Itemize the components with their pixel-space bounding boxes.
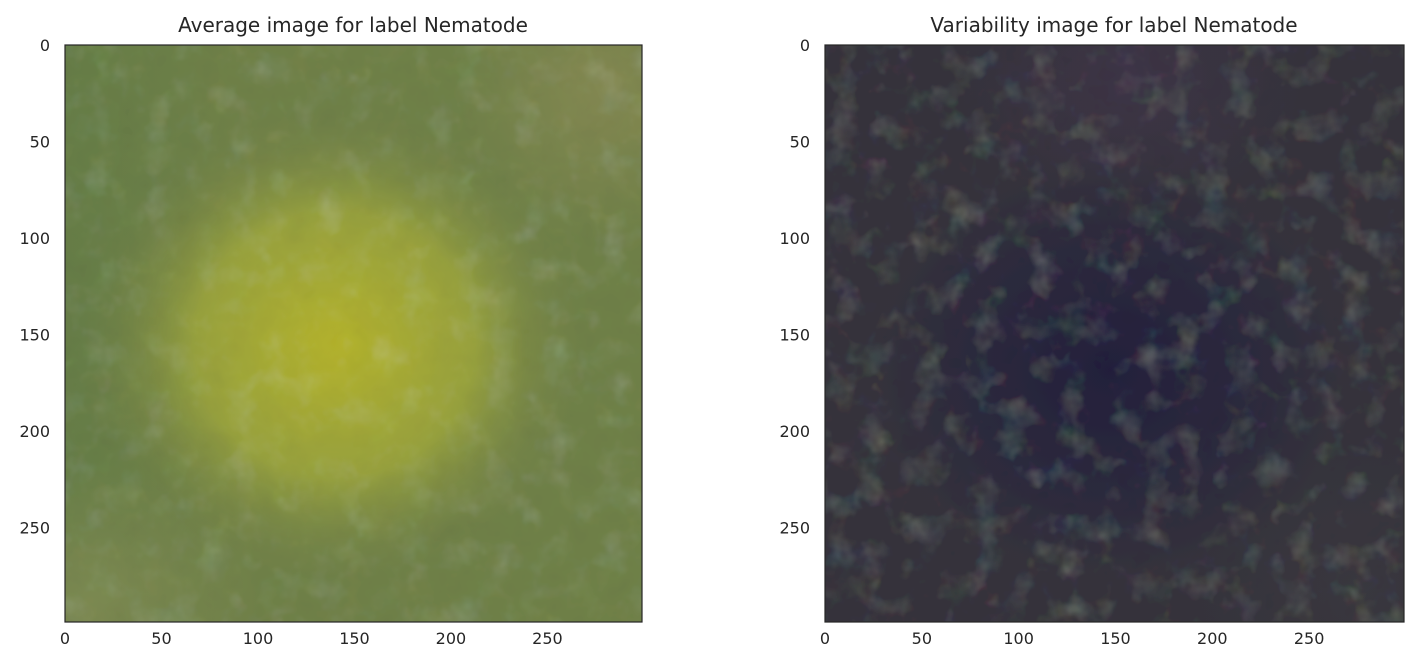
chart-title: Average image for label Nematode <box>178 13 528 37</box>
y-tick-label: 250 <box>19 518 50 537</box>
y-tick-label: 0 <box>800 36 810 55</box>
average-image <box>65 45 642 622</box>
y-tick-label: 250 <box>779 518 810 537</box>
x-tick-label: 0 <box>820 629 830 648</box>
x-tick-label: 250 <box>532 629 563 648</box>
average-image-panel: Average image for label Nematode 0 50 100 1… <box>19 13 643 648</box>
y-ticks: 0 50 100 150 200 250 <box>19 36 50 537</box>
y-tick-label: 50 <box>30 132 50 151</box>
y-tick-label: 100 <box>19 229 50 248</box>
x-tick-label: 100 <box>243 629 274 648</box>
x-tick-label: 100 <box>1003 629 1034 648</box>
axes-frame <box>824 44 1405 623</box>
y-tick-label: 0 <box>40 36 50 55</box>
variability-image-panel: Variability image for label Nematode 0 50… <box>779 13 1405 648</box>
axes-frame <box>64 44 643 623</box>
y-tick-label: 100 <box>779 229 810 248</box>
y-ticks: 0 50 100 150 200 250 <box>779 36 810 537</box>
y-tick-label: 200 <box>19 422 50 441</box>
x-tick-label: 50 <box>912 629 932 648</box>
x-tick-label: 200 <box>1197 629 1228 648</box>
y-tick-label: 150 <box>779 325 810 344</box>
variability-image <box>825 45 1404 622</box>
x-ticks: 0 50 100 150 200 250 <box>820 629 1324 648</box>
x-tick-label: 50 <box>151 629 171 648</box>
x-ticks: 0 50 100 150 200 250 <box>60 629 563 648</box>
x-tick-label: 150 <box>339 629 370 648</box>
y-tick-label: 150 <box>19 325 50 344</box>
x-tick-label: 150 <box>1100 629 1131 648</box>
x-tick-label: 250 <box>1294 629 1325 648</box>
x-tick-label: 200 <box>436 629 467 648</box>
y-tick-label: 200 <box>779 422 810 441</box>
y-tick-label: 50 <box>790 132 810 151</box>
x-tick-label: 0 <box>60 629 70 648</box>
chart-title: Variability image for label Nematode <box>930 13 1297 37</box>
